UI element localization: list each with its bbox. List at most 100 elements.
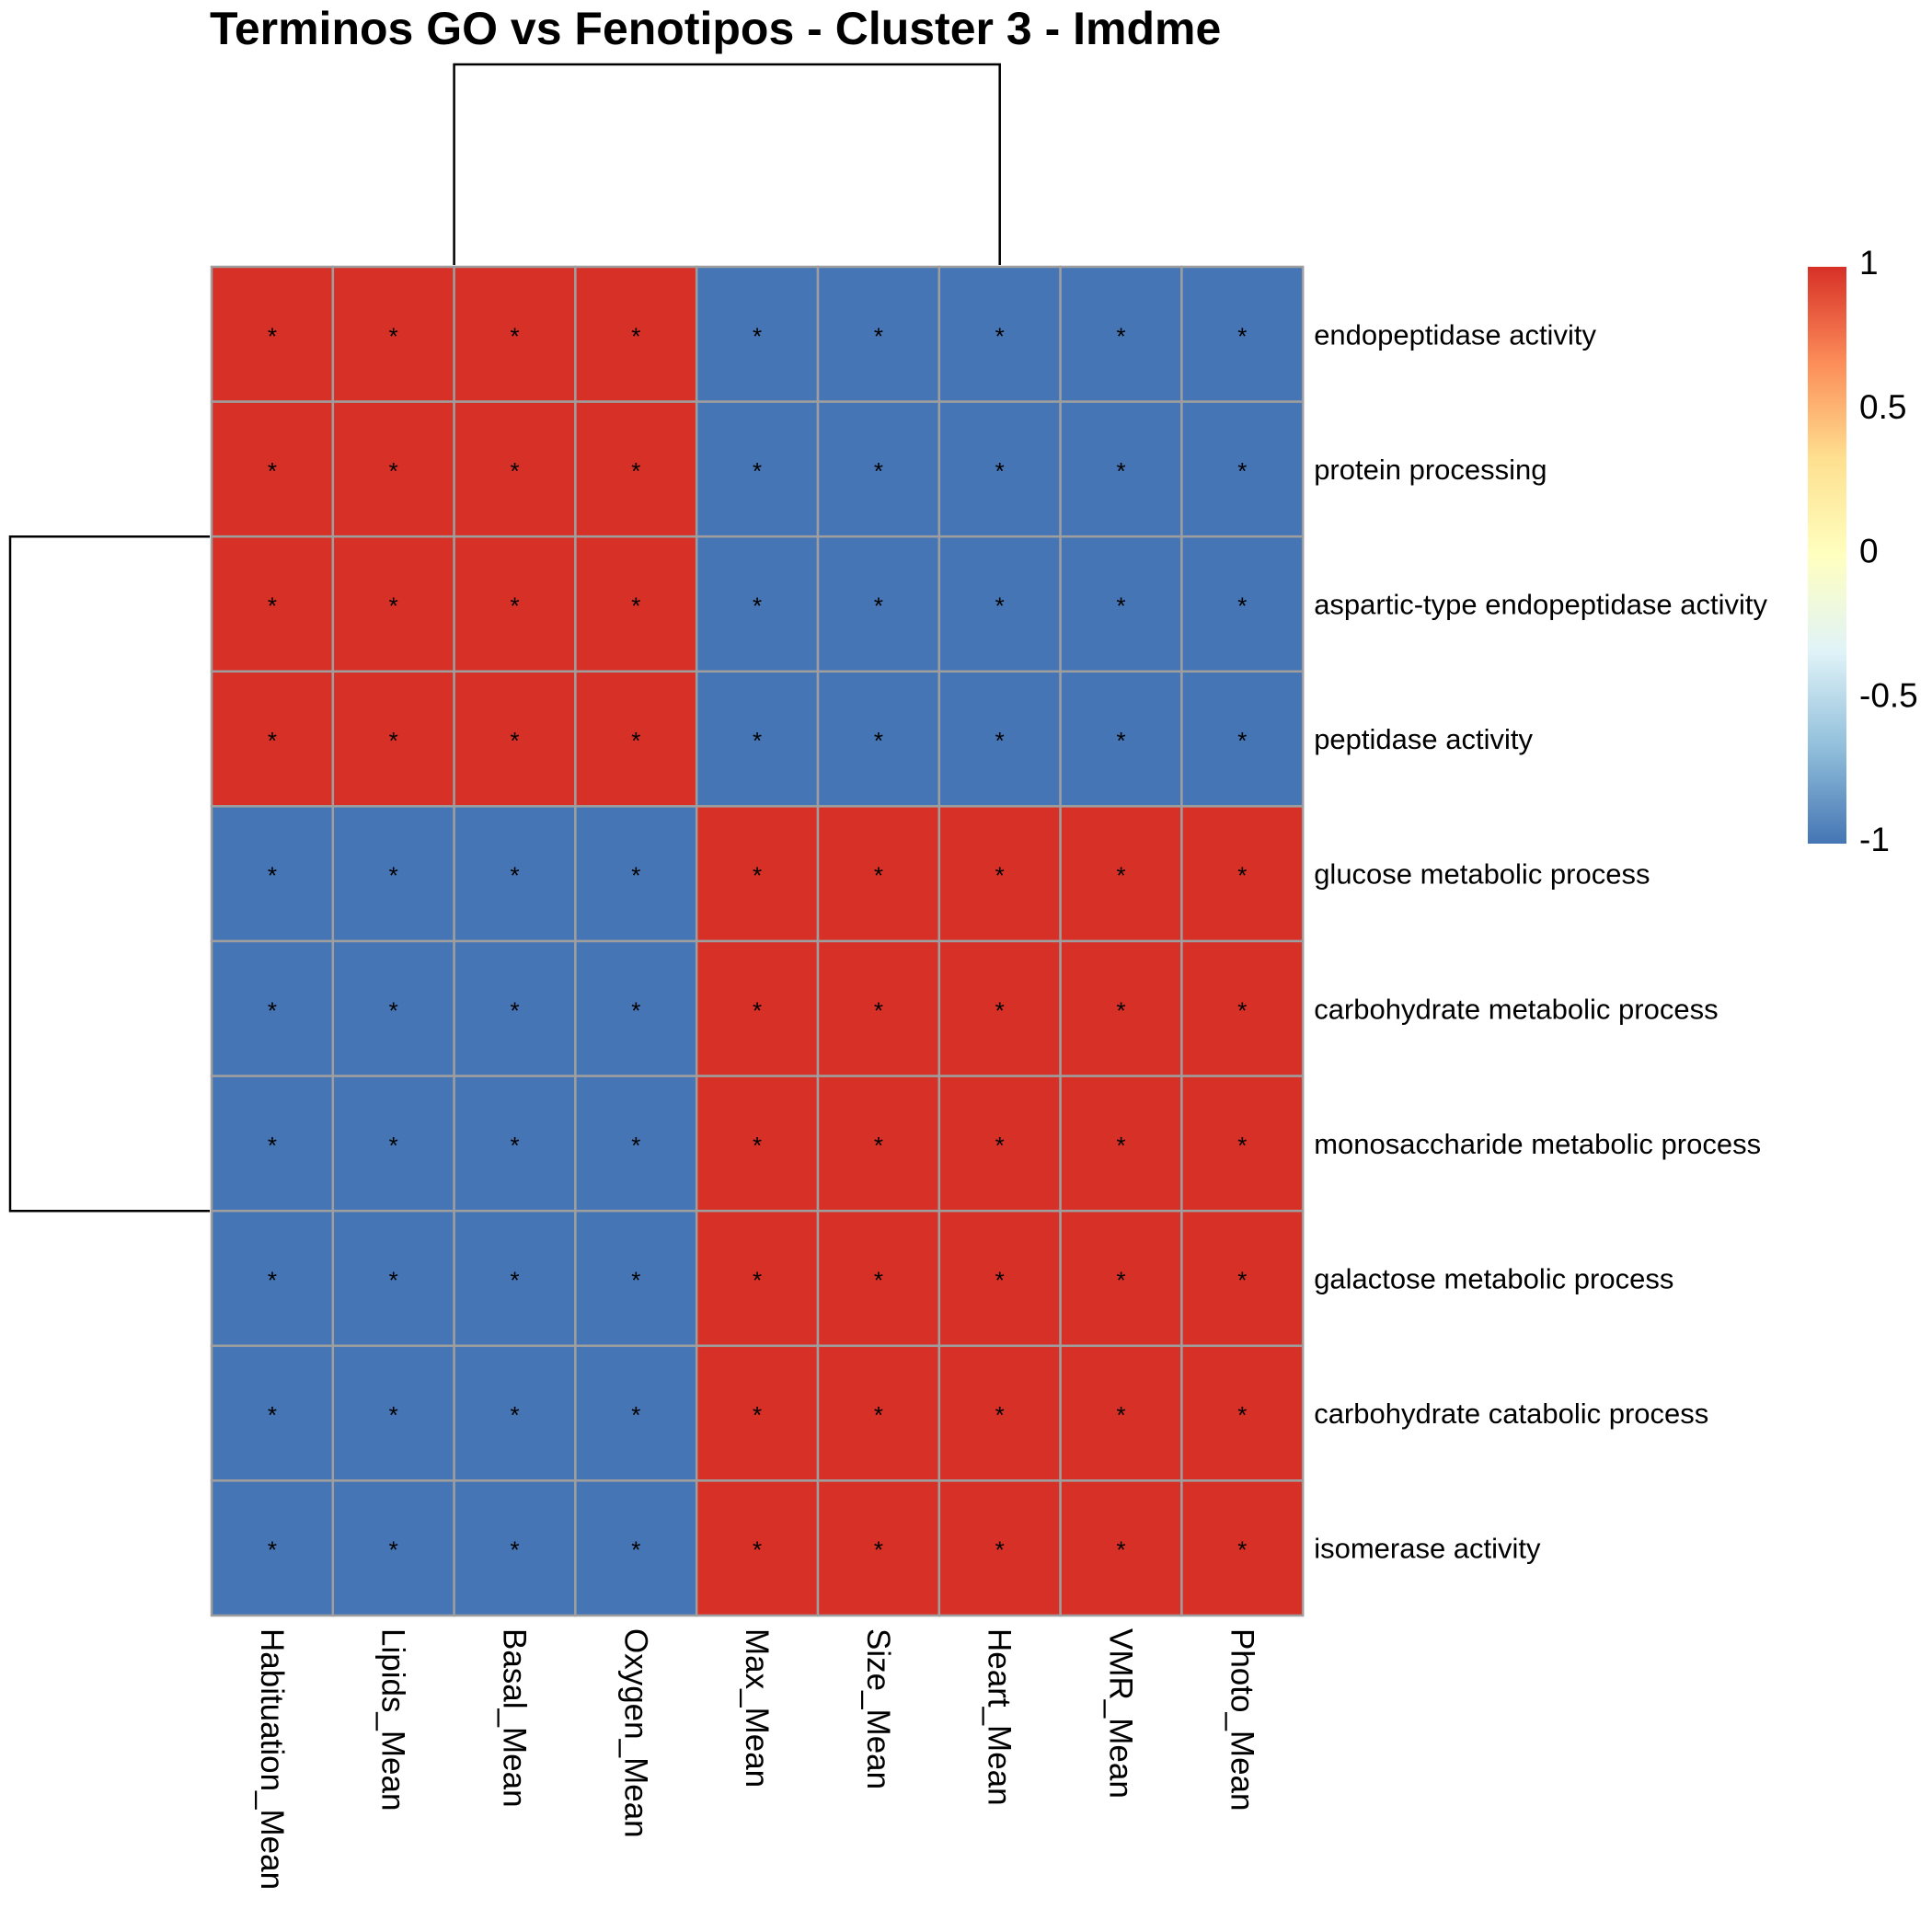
cell-significance-mark: * (389, 1401, 398, 1429)
heatmap-cell (453, 805, 577, 943)
cell-significance-mark: * (389, 1267, 398, 1294)
heatmap-cell (210, 1209, 335, 1348)
heatmap-cell (816, 265, 941, 403)
row-label: glucose metabolic process (1314, 858, 1650, 891)
heatmap-cell (695, 400, 820, 538)
column-label: Max_Mean (739, 1628, 775, 1788)
cell-significance-mark: * (510, 322, 519, 350)
cell-significance-mark: * (874, 862, 883, 890)
heatmap-cell (453, 1344, 577, 1482)
cell-significance-mark: * (1116, 727, 1125, 754)
cell-significance-mark: * (753, 1267, 762, 1294)
cell-significance-mark: * (1237, 727, 1247, 754)
cell-significance-mark: * (1116, 1267, 1125, 1294)
cell-significance-mark: * (753, 322, 762, 350)
cell-significance-mark: * (995, 1267, 1005, 1294)
cell-significance-mark: * (510, 1401, 519, 1429)
cell-significance-mark: * (1237, 322, 1247, 350)
cell-significance-mark: * (510, 592, 519, 620)
heatmap-cell (695, 1209, 820, 1348)
cell-significance-mark: * (268, 592, 277, 620)
cell-significance-mark: * (631, 727, 640, 754)
heatmap-cell (937, 1075, 1062, 1213)
heatmap-cell (453, 1479, 577, 1617)
cell-significance-mark: * (389, 862, 398, 890)
cell-significance-mark: * (995, 1132, 1005, 1159)
cell-significance-mark: * (631, 592, 640, 620)
heatmap-cell (210, 1344, 335, 1482)
cell-significance-mark: * (268, 727, 277, 754)
cell-significance-mark: * (1116, 592, 1125, 620)
cell-significance-mark: * (1116, 322, 1125, 350)
cell-significance-mark: * (389, 996, 398, 1024)
row-label: carbohydrate catabolic process (1314, 1397, 1708, 1430)
cell-significance-mark: * (753, 996, 762, 1024)
cell-significance-mark: * (874, 1132, 883, 1159)
column-label: Oxygen_Mean (617, 1628, 653, 1838)
heatmap-cell (1180, 400, 1305, 538)
heatmap-cell (574, 939, 698, 1077)
cell-significance-mark: * (631, 862, 640, 890)
cell-significance-mark: * (874, 1267, 883, 1294)
cell-significance-mark: * (631, 457, 640, 485)
heatmap-cell (695, 1344, 820, 1482)
heatmap-cell (574, 535, 698, 673)
row-label: aspartic-type endopeptidase activity (1314, 589, 1767, 621)
cell-significance-mark: * (1237, 862, 1247, 890)
cell-significance-mark: * (753, 457, 762, 485)
cell-significance-mark: * (510, 1267, 519, 1294)
row-labels: endopeptidase activity protein processing… (1314, 318, 1767, 1564)
heatmap-cell (210, 939, 335, 1077)
cell-significance-mark: * (874, 592, 883, 620)
heatmap-cells: * * * * * * * * * * * * * * * * * * * * * * * * * * * * * * * * * * * * * * * *… (210, 265, 1305, 1617)
heatmap-cell (816, 1344, 941, 1482)
cell-significance-mark: * (268, 457, 277, 485)
heatmap-cell (574, 805, 698, 943)
heatmap-cell (210, 400, 335, 538)
column-label: Size_Mean (860, 1628, 896, 1789)
cell-significance-mark: * (995, 592, 1005, 620)
cell-significance-mark: * (874, 996, 883, 1024)
cell-significance-mark: * (389, 322, 398, 350)
heatmap-cell (574, 1479, 698, 1617)
cell-significance-mark: * (389, 1132, 398, 1159)
color-legend: 1 0.5 0 -0.5 -1 (1808, 244, 1918, 858)
cell-significance-mark: * (1116, 1132, 1125, 1159)
cell-significance-mark: * (268, 322, 277, 350)
chart-title: Terminos GO vs Fenotipos - Cluster 3 - I… (210, 3, 1221, 54)
cell-significance-mark: * (995, 996, 1005, 1024)
heatmap-cell (937, 400, 1062, 538)
column-label: Heart_Mean (982, 1628, 1018, 1806)
heatmap-cell (695, 535, 820, 673)
cell-significance-mark: * (753, 1536, 762, 1564)
heatmap-cell (695, 1479, 820, 1617)
cell-significance-mark: * (268, 1401, 277, 1429)
heatmap-cell (1180, 1209, 1305, 1348)
cell-significance-mark: * (753, 727, 762, 754)
heatmap-cell (210, 1479, 335, 1617)
heatmap-cell (937, 805, 1062, 943)
heatmap-cell (937, 1344, 1062, 1482)
cell-significance-mark: * (753, 862, 762, 890)
heatmap-cell (1180, 805, 1305, 943)
heatmap-cell (331, 1479, 455, 1617)
heatmap-cell (574, 1209, 698, 1348)
cell-significance-mark: * (1116, 996, 1125, 1024)
color-legend-tick-label: 1 (1859, 244, 1879, 282)
heatmap-cell (1059, 1479, 1183, 1617)
heatmap-cell (816, 1479, 941, 1617)
cell-significance-mark: * (995, 1536, 1005, 1564)
column-dendrogram-branch (453, 63, 1001, 265)
cell-significance-mark: * (268, 996, 277, 1024)
column-label: Habituation_Mean (254, 1628, 290, 1890)
cell-significance-mark: * (1237, 1401, 1247, 1429)
cell-significance-mark: * (753, 592, 762, 620)
row-dendrogram (8, 535, 210, 1213)
cell-significance-mark: * (874, 322, 883, 350)
color-legend-tick-label: 0 (1859, 533, 1879, 570)
cell-significance-mark: * (1237, 1132, 1247, 1159)
color-legend-tick-label: -0.5 (1859, 676, 1918, 714)
cell-significance-mark: * (510, 862, 519, 890)
cell-significance-mark: * (631, 1401, 640, 1429)
